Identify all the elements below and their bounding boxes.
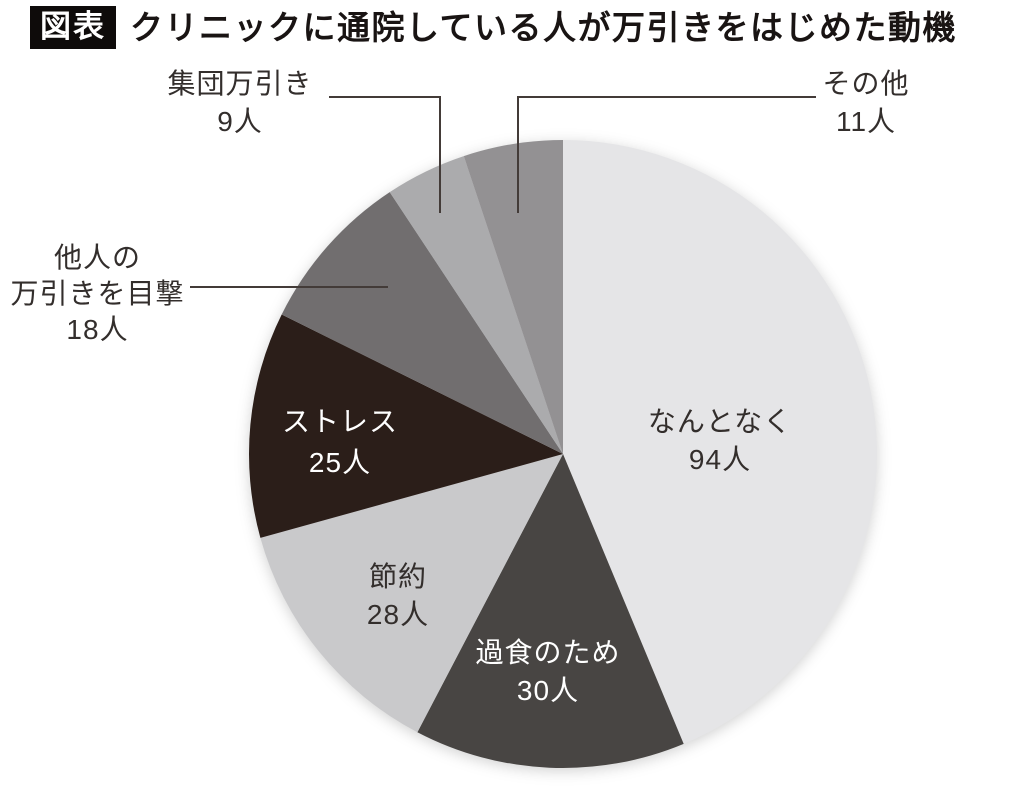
chart-header: 図表 クリニックに通院している人が万引きをはじめた動機 <box>30 6 1010 49</box>
slice-label-nantonaku-value: 94人 <box>688 444 752 475</box>
slice-label-tanin-name1: 他人の <box>53 242 141 273</box>
slice-label-setsuyaku-value: 28人 <box>366 599 430 630</box>
pie-slice-shudan <box>389 156 563 454</box>
slice-label-stress-name: ストレス <box>281 406 398 437</box>
slice-label-shudan: 集団万引き 9人 <box>140 65 340 141</box>
slice-label-stress: ストレス 25人 <box>240 401 440 483</box>
leader-line-sonota <box>517 96 816 213</box>
slice-label-setsuyaku: 節約 28人 <box>298 558 498 634</box>
slice-label-kashoku-value: 30人 <box>516 675 580 706</box>
slice-label-kashoku: 過食のため 30人 <box>448 634 648 710</box>
slice-label-sonota: その他 11人 <box>766 65 966 141</box>
slice-label-shudan-name: 集団万引き <box>167 68 313 99</box>
slice-label-nantonaku: なんとなく 94人 <box>620 403 820 479</box>
slice-label-sonota-name: その他 <box>822 68 910 99</box>
chart-badge: 図表 <box>30 6 116 49</box>
slice-label-kashoku-name: 過食のため <box>475 637 621 668</box>
pie-slice-stress <box>248 314 564 538</box>
pie-slices <box>248 140 878 769</box>
slice-label-tanin-name2: 万引きを目撃 <box>10 278 185 309</box>
pie-slice-kashoku <box>417 454 684 769</box>
chart-title: クリニックに通院している人が万引きをはじめた動機 <box>130 8 958 46</box>
pie-slice-setsuyaku <box>260 454 563 733</box>
slice-label-tanin-value: 18人 <box>66 314 129 345</box>
slice-label-setsuyaku-name: 節約 <box>368 561 427 592</box>
slice-label-sonota-value: 11人 <box>835 106 897 137</box>
slice-label-stress-value: 25人 <box>308 447 372 478</box>
slice-label-tanin: 他人の 万引きを目撃 18人 <box>0 240 195 348</box>
pie-slice-sonota <box>463 140 563 454</box>
pie-slice-nantonaku <box>563 140 878 744</box>
leader-line-shudan <box>329 96 441 213</box>
slice-label-nantonaku-name: なんとなく <box>647 406 793 437</box>
pie-slice-tanin <box>281 192 563 454</box>
slice-label-shudan-value: 9人 <box>217 106 263 137</box>
